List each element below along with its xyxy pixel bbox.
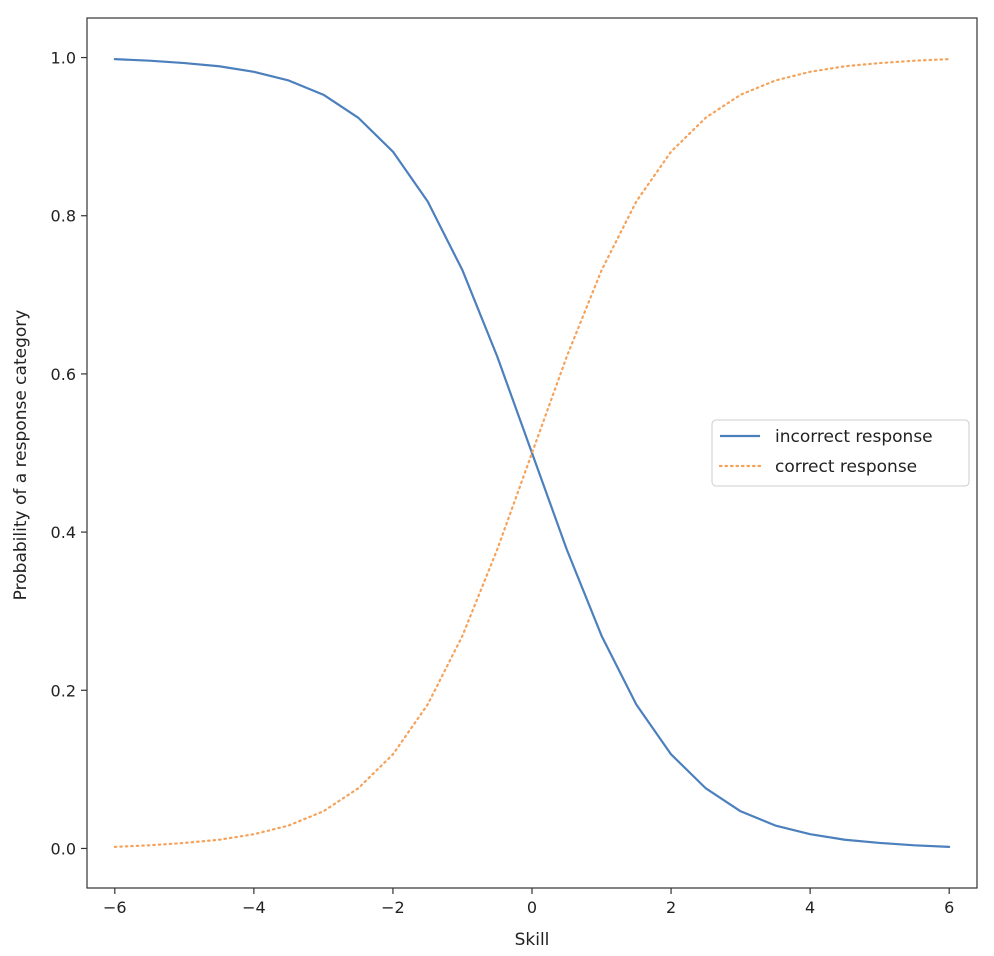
x-tick-label: −6 <box>103 898 127 917</box>
x-tick-label: 0 <box>527 898 537 917</box>
y-axis-label: Probability of a response category <box>11 310 31 601</box>
x-axis-ticks: −6 −4 −2 0 2 4 6 <box>103 888 954 917</box>
series-line-correct-response <box>113 58 951 848</box>
y-tick-label: 0.6 <box>51 365 76 384</box>
y-tick-label: 0.4 <box>51 523 76 542</box>
legend-box <box>711 419 970 487</box>
x-tick-label: 2 <box>666 898 676 917</box>
legend-label-incorrect-response: incorrect response <box>775 427 933 447</box>
y-tick-label: 0.0 <box>51 839 76 858</box>
y-tick-label: 0.8 <box>51 207 76 226</box>
legend-label-correct-response: correct response <box>775 457 917 477</box>
x-tick-label: −4 <box>242 898 266 917</box>
x-tick-label: 4 <box>805 898 815 917</box>
series-layer <box>113 58 951 848</box>
y-axis-ticks: 0.0 0.2 0.4 0.6 0.8 1.0 <box>51 49 87 858</box>
x-tick-label: −2 <box>381 898 405 917</box>
x-axis-label: Skill <box>515 930 550 950</box>
legend: incorrect response correct response <box>711 419 970 487</box>
y-tick-label: 1.0 <box>51 49 76 68</box>
series-line-incorrect-response <box>113 58 951 848</box>
x-tick-label: 6 <box>944 898 954 917</box>
y-tick-label: 0.2 <box>51 681 76 700</box>
